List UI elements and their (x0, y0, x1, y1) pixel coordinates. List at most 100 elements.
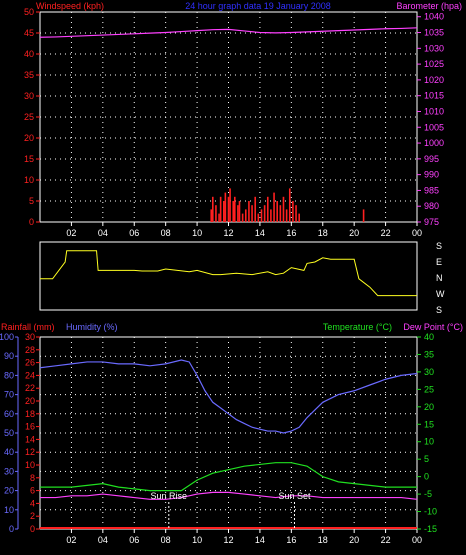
windspeed-bar (229, 188, 231, 222)
humidity-tick-label: 80 (4, 370, 14, 380)
top-x-tick-label: 16 (286, 228, 296, 238)
rainfall-tick-label: 12 (25, 447, 35, 457)
sunset-label: Sun Set (278, 491, 311, 501)
bottom-x-tick-label: 22 (381, 535, 391, 545)
top-x-tick-label: 12 (223, 228, 233, 238)
windspeed-bar (237, 205, 239, 222)
dewpoint-line (40, 491, 418, 500)
windspeed-bar (248, 201, 250, 222)
barometer-tick-label: 1020 (424, 75, 444, 85)
barometer-tick-label: 1005 (424, 122, 444, 132)
windspeed-tick-label: 15 (24, 154, 34, 164)
windspeed-bar (218, 213, 220, 222)
temperature-tick-label: -5 (424, 489, 432, 499)
humidity-tick-label: 30 (4, 466, 14, 476)
wind-dir-label-s1: S (436, 241, 442, 251)
windspeed-bar (298, 213, 300, 222)
top-x-tick-label: 20 (349, 228, 359, 238)
windspeed-tick-label: 5 (29, 196, 34, 206)
bottom-x-tick-label: 06 (129, 535, 139, 545)
wind-direction-line (40, 250, 417, 297)
rainfall-tick-label: 26 (25, 358, 35, 368)
windspeed-bar (215, 205, 217, 222)
top-x-tick-label: 18 (318, 228, 328, 238)
rainfall-tick-label: 14 (25, 434, 35, 444)
temperature-line (40, 462, 417, 492)
windspeed-bar (244, 209, 247, 222)
windspeed-bar (295, 205, 297, 222)
barometer-axis-title: Barometer (hpa) (396, 1, 462, 11)
humidity-tick-label: 10 (4, 505, 14, 515)
barometer-tick-label: 1010 (424, 106, 444, 116)
humidity-tick-label: 50 (4, 428, 14, 438)
bottom-panel-axes: 02 04 06 08 10 12 14 16 18 20 22 000102030405060708… (0, 332, 437, 545)
rainfall-tick-label: 0 (30, 524, 35, 534)
windspeed-tick-label: 30 (24, 91, 34, 101)
windspeed-tick-label: 50 (24, 7, 34, 17)
temperature-tick-label: 0 (424, 472, 429, 482)
windspeed-bar (270, 209, 272, 222)
windspeed-axis-title: Windspeed (kph) (36, 1, 104, 11)
temperature-tick-label: 5 (424, 454, 429, 464)
windspeed-bar (362, 209, 365, 222)
windspeed-tick-label: 35 (24, 70, 34, 80)
windspeed-bar (285, 209, 288, 222)
windspeed-bar (273, 192, 275, 222)
wind-dir-label-w: W (436, 289, 445, 299)
windspeed-bar (260, 209, 263, 222)
windspeed-tick-label: 20 (24, 133, 34, 143)
humidity-tick-label: 70 (4, 390, 14, 400)
humidity-tick-label: 90 (4, 351, 14, 361)
top-panel-grid (40, 12, 417, 222)
barometer-tick-label: 990 (424, 170, 439, 180)
windspeed-bar (266, 196, 269, 222)
humidity-tick-label: 100 (0, 332, 14, 342)
windspeed-bar (233, 196, 236, 222)
top-x-tick-label: 06 (129, 228, 139, 238)
dewpoint-axis-title: Dew Point (°C) (403, 322, 463, 332)
windspeed-bar (232, 201, 235, 222)
humidity-tick-label: 0 (9, 524, 14, 534)
temperature-tick-label: 30 (424, 367, 434, 377)
top-x-tick-label: 10 (192, 228, 202, 238)
bottom-x-tick-label: 10 (192, 535, 202, 545)
rainfall-tick-label: 24 (25, 370, 35, 380)
wind-dir-label-s2: S (436, 305, 442, 315)
windspeed-tick-label: 45 (24, 28, 34, 38)
barometer-tick-label: 1040 (424, 12, 444, 22)
chart-marks (39, 27, 418, 529)
windspeed-bar (282, 196, 285, 222)
rainfall-tick-label: 30 (25, 332, 35, 342)
sunrise-label: Sun Rise (151, 491, 188, 501)
bottom-x-tick-label: 12 (223, 535, 233, 545)
windspeed-bar (254, 196, 257, 222)
humidity-line (39, 359, 418, 434)
humidity-tick-label: 60 (4, 409, 14, 419)
windspeed-bar (219, 196, 222, 222)
barometer-tick-label: 985 (424, 185, 439, 195)
bottom-x-tick-label: 04 (98, 535, 108, 545)
rainfall-tick-label: 16 (25, 422, 35, 432)
windspeed-bar (288, 188, 291, 222)
barometer-tick-label: 1025 (424, 59, 444, 69)
bottom-x-tick-label: 18 (318, 535, 328, 545)
barometer-tick-label: 975 (424, 217, 439, 227)
bottom-x-tick-label: 14 (255, 535, 265, 545)
rainfall-tick-label: 4 (30, 498, 35, 508)
top-panel-axes: 0510152025303540455097598098599099510001… (24, 7, 444, 238)
temperature-tick-label: 15 (424, 419, 434, 429)
barometer-tick-label: 995 (424, 154, 439, 164)
windspeed-bar (238, 201, 241, 222)
rainfall-tick-label: 8 (30, 473, 35, 483)
rainfall-axis-title: Rainfall (mm) (1, 322, 55, 332)
bottom-panel-grid (40, 337, 417, 529)
windspeed-bar (210, 209, 213, 222)
windspeed-bar (292, 201, 294, 222)
wind-dir-label-n: N (436, 273, 443, 283)
windspeed-tick-label: 0 (29, 217, 34, 227)
windspeed-bar (224, 192, 227, 222)
temperature-tick-label: 40 (424, 332, 434, 342)
windspeed-tick-label: 40 (24, 49, 34, 59)
top-x-tick-label: 08 (161, 228, 171, 238)
